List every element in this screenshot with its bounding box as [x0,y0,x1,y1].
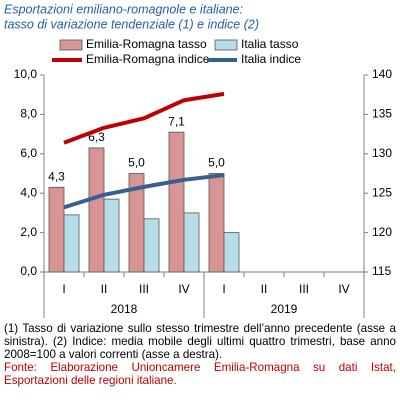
footnotes: (1) Tasso di variazione sullo stesso tri… [4,322,396,387]
line [63,91,225,145]
y-tick-label: 6,0 [20,146,37,160]
source: Fonte: Elaborazione Unioncamere Emilia-R… [4,361,396,387]
y2-tick-label: 120 [372,225,392,239]
x-tick-label: III [139,282,149,296]
chart-title: tasso di variazione tendenziale (1) e in… [4,17,259,31]
legend-label: Italia indice [241,52,301,66]
legend-label: Emilia-Romagna indice [86,52,210,66]
x-tick-label: I [62,282,65,296]
y2-tick-label: 140 [372,67,392,81]
value-label: 5,0 [208,156,225,170]
x-tick-label: II [261,282,268,296]
bar [103,198,120,273]
bar [88,147,105,273]
x-tick-label: III [299,282,309,296]
legend-label: Italia tasso [241,37,299,51]
bar [208,173,225,273]
y2-tick-label: 135 [372,107,392,121]
x-tick-label: II [101,282,108,296]
note: (1) Tasso di variazione sullo stesso tri… [4,322,396,361]
x-tick-label: IV [338,282,349,296]
line [63,173,225,210]
x-tick-label: IV [178,282,189,296]
legend-swatch [214,39,238,51]
chart: Esportazioni emiliano-romagnole e italia… [4,2,392,318]
chart-title: Esportazioni emiliano-romagnole e italia… [4,2,243,16]
bar [143,218,160,273]
y2-tick-label: 115 [372,264,391,278]
y-tick-label: 2,0 [20,225,37,239]
bar [48,186,65,273]
legend-swatch [59,39,83,51]
y-tick-label: 4,0 [20,185,37,199]
bar [183,212,200,273]
value-label: 4,3 [48,169,65,183]
value-label: 7,1 [168,114,185,128]
y2-tick-label: 130 [372,146,392,160]
year-label: 2019 [271,302,298,316]
legend-label: Emilia-Romagna tasso [86,37,207,51]
bar [223,232,240,273]
y-tick-label: 10,0 [14,67,38,81]
y2-tick-label: 125 [372,185,392,199]
value-label: 5,0 [128,156,145,170]
bar [168,131,185,273]
y-tick-label: 0,0 [20,264,37,278]
year-label: 2018 [111,302,138,316]
bar [63,214,80,273]
y-tick-label: 8,0 [20,107,37,121]
x-tick-label: I [222,282,225,296]
